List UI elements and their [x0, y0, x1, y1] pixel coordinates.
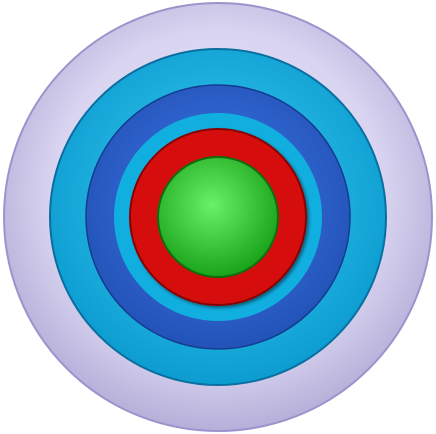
center-disc	[157, 156, 279, 278]
